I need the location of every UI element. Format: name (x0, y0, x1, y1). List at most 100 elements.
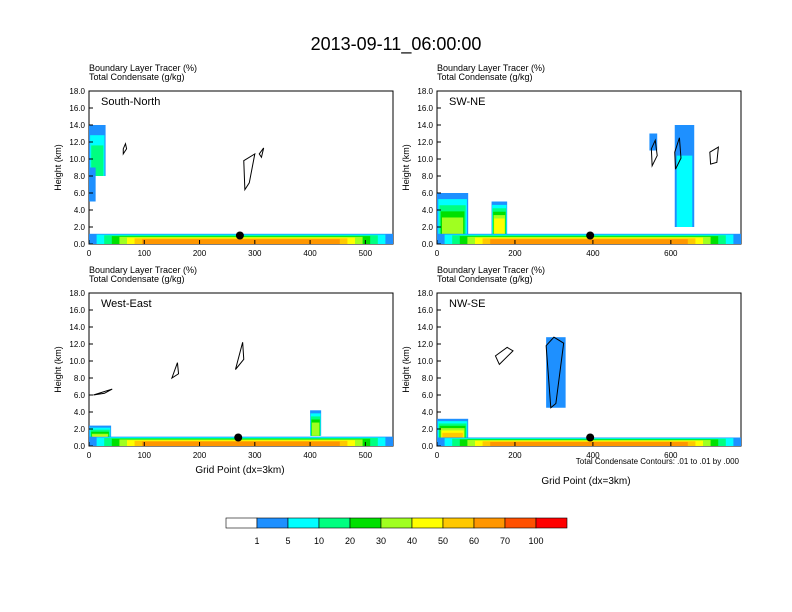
tracer-blob-1 (310, 410, 322, 436)
x-tick-label: 400 (303, 451, 317, 460)
colorbar-level-label: 10 (314, 536, 324, 546)
y-tick-label: 18.0 (417, 87, 433, 96)
panels: Boundary Layer Tracer (%)Total Condensat… (53, 63, 742, 460)
y-tick-label: 16.0 (69, 104, 85, 113)
colorbar-swatch-5 (380, 517, 413, 529)
panel-nw-se: Boundary Layer Tracer (%)Total Condensat… (401, 265, 742, 460)
y-tick-label: 4.0 (422, 206, 434, 215)
y-axis-label: Height (km) (401, 144, 411, 191)
y-tick-label: 14.0 (417, 323, 433, 332)
x-tick-label: 200 (193, 249, 207, 258)
x-tick-label: 0 (435, 249, 440, 258)
tracer-blob-1 (546, 337, 566, 408)
tracer-shade-level-8 (142, 441, 340, 446)
field-label: Boundary Layer Tracer (%) (437, 265, 545, 275)
contour-note: Total Condensate Contours: .01 to .01 by… (576, 457, 740, 466)
tracer-shade-level-8 (490, 441, 688, 446)
tracer-shade-level-1 (546, 337, 566, 408)
y-tick-label: 10.0 (69, 357, 85, 366)
y-axis-label: Height (km) (401, 346, 411, 393)
x-tick-label: 0 (87, 451, 92, 460)
plot-area (436, 90, 742, 245)
y-tick-label: 4.0 (74, 408, 86, 417)
y-tick-label: 4.0 (422, 408, 434, 417)
tracer-shade-level-1 (649, 133, 658, 151)
x-tick-label: 600 (664, 249, 678, 258)
location-marker (234, 433, 243, 442)
y-tick-label: 14.0 (69, 323, 85, 332)
panel-west-east: Boundary Layer Tracer (%)Total Condensat… (53, 265, 394, 460)
field-label: Boundary Layer Tracer (%) (437, 63, 545, 73)
y-tick-label: 18.0 (417, 289, 433, 298)
y-tick-label: 0.0 (74, 442, 86, 451)
tracer-shade-level-8 (490, 239, 688, 244)
panel-title: West-East (101, 298, 152, 310)
y-tick-label: 6.0 (74, 391, 86, 400)
y-tick-label: 4.0 (74, 206, 86, 215)
colorbar-level-label: 100 (528, 536, 543, 546)
y-tick-label: 8.0 (422, 172, 434, 181)
colorbar-level-label: 1 (254, 536, 259, 546)
location-marker (235, 231, 244, 240)
colorbar-swatch-1 (256, 517, 289, 529)
tracer-blob-1 (89, 167, 96, 202)
x-tick-label: 100 (138, 451, 152, 460)
condensate-contour-1 (545, 336, 565, 409)
colorbar-level-label: 30 (376, 536, 386, 546)
field-label: Boundary Layer Tracer (%) (89, 63, 197, 73)
tracer-blob-2 (89, 436, 393, 446)
condensate-contour-0 (93, 388, 113, 396)
y-tick-label: 2.0 (74, 425, 86, 434)
tracer-shade-level-6 (494, 218, 505, 236)
contour-label: Total Condensate (g/kg) (437, 274, 533, 284)
y-tick-label: 10.0 (417, 155, 433, 164)
colorbar-level-label: 5 (285, 536, 290, 546)
condensate-contour-2 (234, 342, 245, 370)
x-tick-label: 600 (664, 451, 678, 460)
condensate-contour-1 (170, 362, 180, 380)
colorbar-level-label: 70 (500, 536, 510, 546)
x-tick-label: 300 (248, 451, 262, 460)
x-axis-label-bottom-left: Grid Point (dx=3km) (195, 465, 284, 476)
y-tick-label: 8.0 (422, 374, 434, 383)
y-tick-label: 14.0 (417, 121, 433, 130)
x-tick-label: 200 (193, 451, 207, 460)
x-tick-label: 200 (508, 249, 522, 258)
colorbar-swatch-2 (287, 517, 320, 529)
x-tick-label: 400 (586, 249, 600, 258)
colorbar-swatch-9 (504, 517, 537, 529)
x-tick-label: 400 (303, 249, 317, 258)
plot-area (88, 90, 394, 245)
tracer-shade-level-5 (311, 422, 320, 436)
colorbar-level-label: 40 (407, 536, 417, 546)
tracer-blob-3 (674, 125, 695, 227)
x-tick-label: 0 (87, 249, 92, 258)
tracer-blob-1 (491, 201, 508, 236)
location-marker (586, 231, 595, 240)
x-tick-label: 0 (435, 451, 440, 460)
condensate-contour-1 (674, 137, 682, 170)
y-tick-label: 12.0 (417, 138, 433, 147)
y-tick-label: 18.0 (69, 289, 85, 298)
y-tick-label: 2.0 (74, 223, 86, 232)
colorbar-swatch-0 (225, 517, 258, 529)
x-tick-label: 500 (359, 249, 373, 258)
contour-label: Total Condensate (g/kg) (89, 72, 185, 82)
x-tick-label: 100 (138, 249, 152, 258)
colorbar-swatch-10 (535, 517, 568, 529)
x-axis-label-bottom-right: Grid Point (dx=3km) (541, 476, 630, 487)
y-tick-label: 14.0 (69, 121, 85, 130)
y-tick-label: 12.0 (69, 340, 85, 349)
colorbar-level-label: 20 (345, 536, 355, 546)
colorbar-swatch-6 (411, 517, 444, 529)
figure-title: 2013-09-11_06:00:00 (311, 34, 482, 55)
x-tick-label: 300 (248, 249, 262, 258)
tracer-shade-level-8 (142, 239, 340, 244)
tracer-blob-0 (89, 125, 106, 176)
condensate-contour-1 (243, 152, 256, 192)
y-tick-label: 8.0 (74, 172, 86, 181)
panel-sw-ne: Boundary Layer Tracer (%)Total Condensat… (401, 63, 742, 258)
y-tick-label: 2.0 (422, 425, 434, 434)
panel-title: NW-SE (449, 298, 485, 310)
